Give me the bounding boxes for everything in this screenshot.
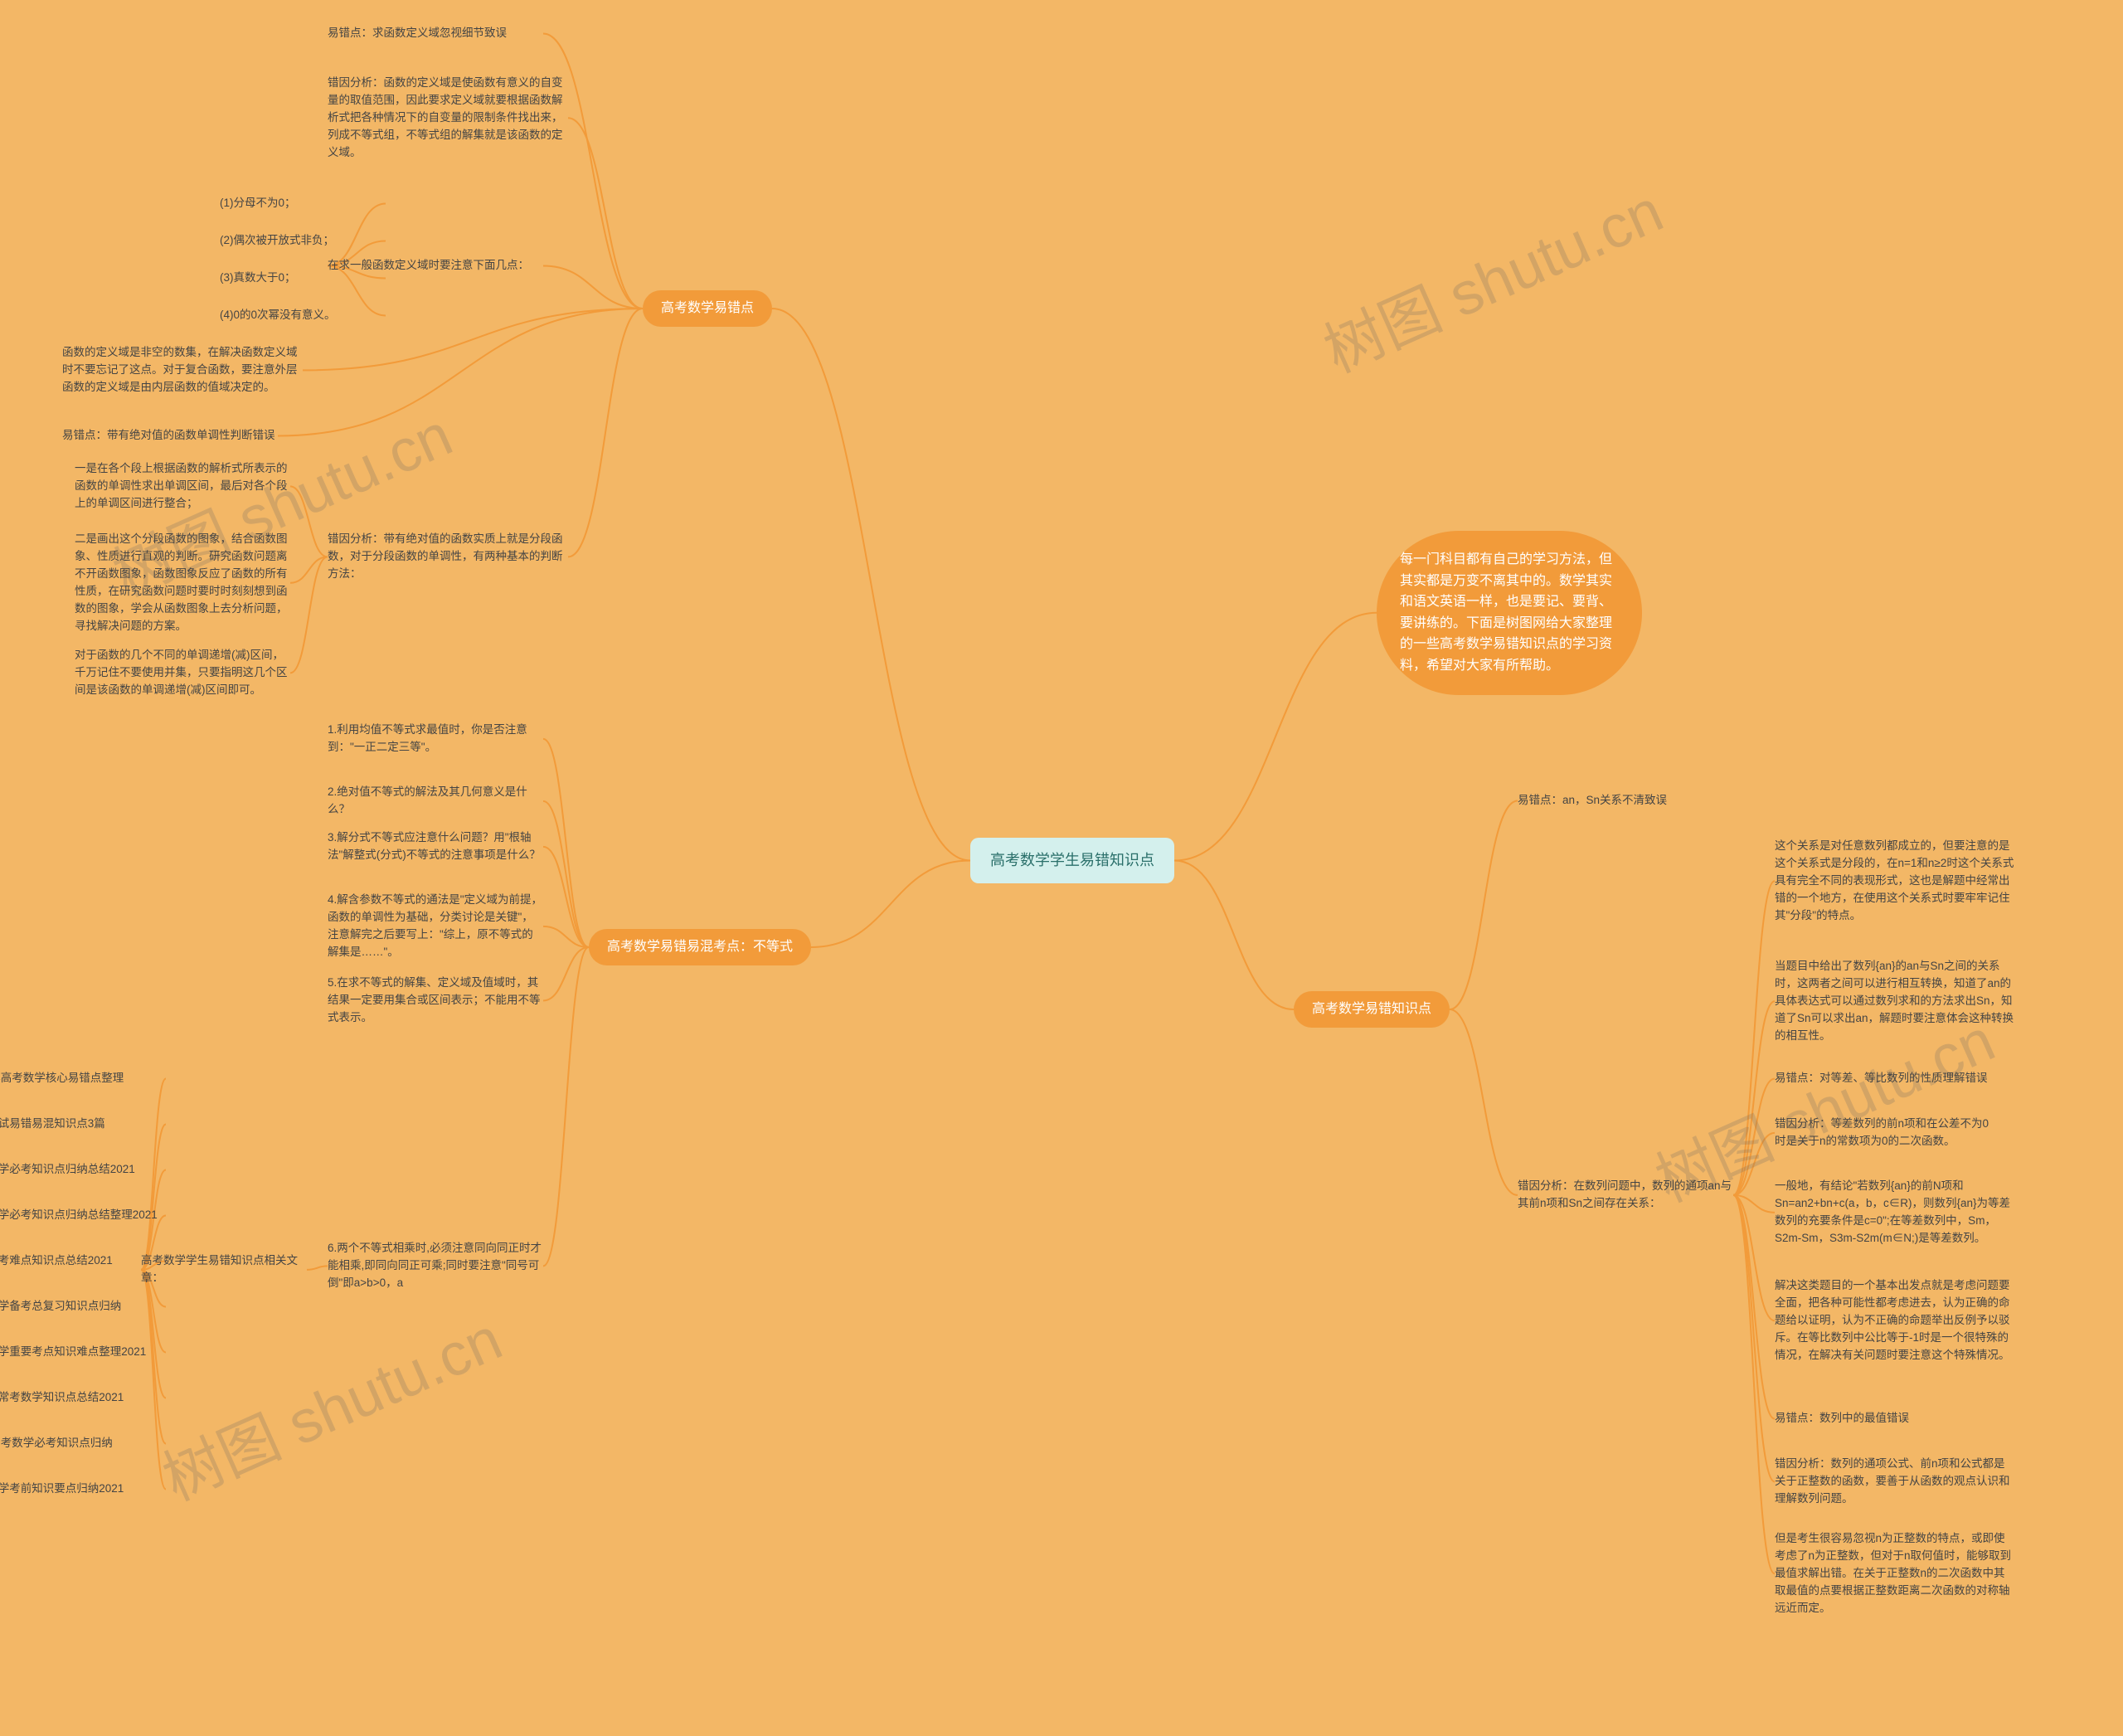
b2c6i: ★ 2021高考数学必考知识点归纳 xyxy=(0,1435,166,1452)
b3c1: 易错点：an，Sn关系不清致误 xyxy=(1518,792,1733,810)
b3: 高考数学易错知识点 xyxy=(1294,991,1450,1028)
b1c6: 错因分析：带有绝对值的函数实质上就是分段函数，对于分段函数的单调性，有两种基本的… xyxy=(328,531,568,583)
b1c6c: 对于函数的几个不同的单调递增(减)区间，千万记住不要使用并集，只要指明这几个区间… xyxy=(75,647,290,699)
b2c1: 1.利用均值不等式求最值时，你是否注意到："一正二定三等"。 xyxy=(328,722,543,756)
b2c6d: ★ 高考数学必考知识点归纳总结整理2021 xyxy=(0,1207,166,1224)
b2c4: 4.解含参数不等式的通法是"定义域为前提，函数的单调性为基础，分类讨论是关键"，… xyxy=(328,892,543,961)
b2c6h: ★ 高考的常考数学知识点总结2021 xyxy=(0,1389,166,1407)
b1c2: 错因分析：函数的定义域是使函数有意义的自变量的取值范围，因此要求定义域就要根据函… xyxy=(328,75,568,162)
b3c2d: 错因分析：等差数列的前n项和在公差不为0时是关于n的常数项为0的二次函数。 xyxy=(1775,1116,1990,1150)
b1c3b: (2)偶次被开放式非负； xyxy=(220,232,386,250)
b3c2e: 一般地，有结论"若数列{an}的前N项和Sn=an2+bn+c(a，b，c∈R)… xyxy=(1775,1178,2015,1247)
b2c6c: ★ 高考数学必考知识点归纳总结2021 xyxy=(0,1161,166,1179)
b1c6b: 二是画出这个分段函数的图象，结合函数图象、性质进行直观的判断。研究函数问题离不开… xyxy=(75,531,290,635)
b3c2b: 当题目中给出了数列{an}的an与Sn之间的关系时，这两者之间可以进行相互转换，… xyxy=(1775,958,2015,1045)
b2c5: 5.在求不等式的解集、定义域及值域时，其结果一定要用集合或区间表示；不能用不等式… xyxy=(328,975,543,1027)
b2c6g: ★ 高三数学重要考点知识难点整理2021 xyxy=(0,1344,166,1361)
intro-node: 每一门科目都有自己的学习方法，但其实都是万变不离其中的。数学其实和语文英语一样，… xyxy=(1377,531,1642,695)
b2c6-sublabel: 高考数学学生易错知识点相关文章： xyxy=(141,1252,307,1287)
b1c5: 易错点：带有绝对值的函数单调性判断错误 xyxy=(62,427,278,445)
b2c6f: ★ 高考数学备考总复习知识点归纳 xyxy=(0,1298,166,1315)
b2c6a: ★ 2021年高考数学核心易错点整理 xyxy=(0,1070,166,1087)
b3c2a: 这个关系是对任意数列都成立的，但要注意的是这个关系式是分段的，在n=1和n≥2时… xyxy=(1775,838,2015,925)
b2c6b: ★ 数学考试易错易混知识点3篇 xyxy=(0,1116,166,1133)
b3c2g: 易错点：数列中的最值错误 xyxy=(1775,1410,1990,1427)
b3c2i: 但是考生很容易忽视n为正整数的特点，或即使考虑了n为正整数，但对于n取何值时，能… xyxy=(1775,1530,2015,1617)
b1c6a: 一是在各个段上根据函数的解析式所表示的函数的单调性求出单调区间，最后对各个段上的… xyxy=(75,460,290,513)
b2c3: 3.解分式不等式应注意什么问题？用"根轴法"解整式(分式)不等式的注意事项是什么… xyxy=(328,829,543,864)
b1c1: 易错点：求函数定义域忽视细节致误 xyxy=(328,25,543,42)
b3c2h: 错因分析：数列的通项公式、前n项和公式都是关于正整数的函数，要善于从函数的观点认… xyxy=(1775,1456,2015,1508)
root-node: 高考数学学生易错知识点 xyxy=(970,838,1174,883)
b1c3c: (3)真数大于0； xyxy=(220,270,386,287)
b2c2: 2.绝对值不等式的解法及其几何意义是什么？ xyxy=(328,784,543,819)
b1c3a: (1)分母不为0； xyxy=(220,195,386,212)
b2c6e: ★ 数学高考难点知识点总结2021 xyxy=(0,1252,166,1270)
b1c3d: (4)0的0次幂没有意义。 xyxy=(220,307,386,324)
b1c4: 函数的定义域是非空的数集，在解决函数定义域时不要忘记了这点。对于复合函数，要注意… xyxy=(62,344,303,396)
b1: 高考数学易错点 xyxy=(643,290,772,327)
b2c6: 6.两个不等式相乘时,必须注意同向同正时才能相乘,即同向同正可乘;同时要注意"同… xyxy=(328,1240,543,1292)
b2: 高考数学易错易混考点：不等式 xyxy=(589,929,811,965)
b2c6j: ★ 高考数学考前知识要点归纳2021 xyxy=(0,1481,166,1498)
b3c2: 错因分析：在数列问题中，数列的通项an与其前n项和Sn之间存在关系： xyxy=(1518,1178,1733,1213)
b3c2f: 解决这类题目的一个基本出发点就是考虑问题要全面，把各种可能性都考虑进去，认为正确… xyxy=(1775,1277,2015,1364)
b3c2c: 易错点：对等差、等比数列的性质理解错误 xyxy=(1775,1070,1990,1087)
